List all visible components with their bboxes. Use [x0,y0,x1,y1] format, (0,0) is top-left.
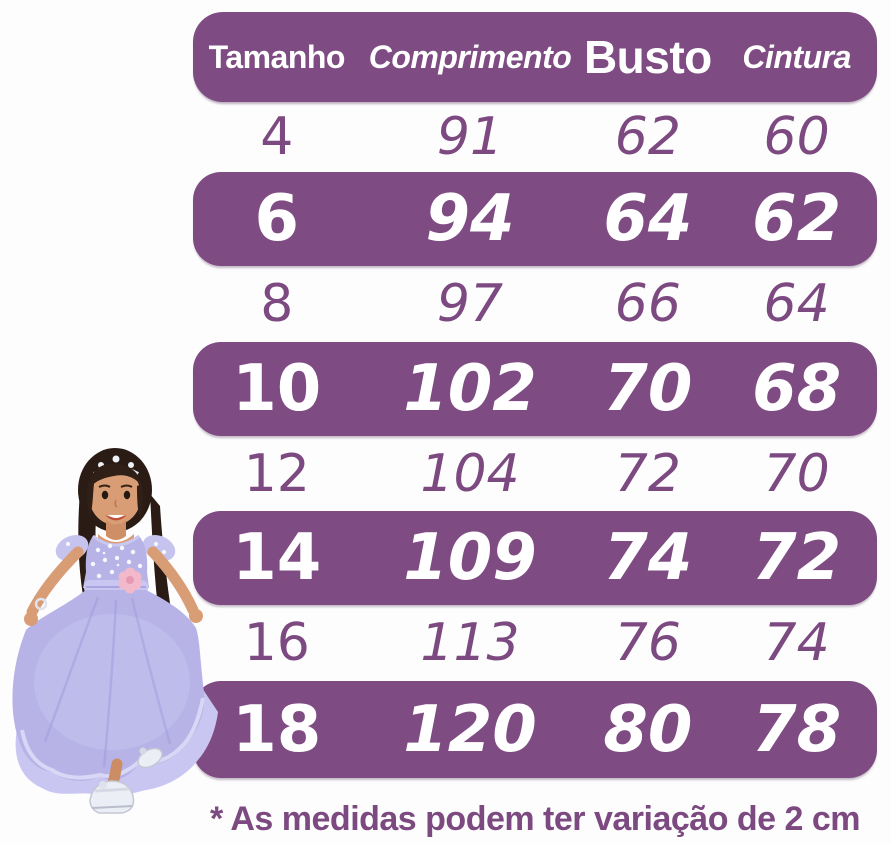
cell-comprimento: 120 [403,692,537,767]
cell-tamanho: 10 [232,352,322,426]
cell-busto: 62 [614,107,681,167]
column-header-comprimento: Comprimento [368,38,572,75]
table-row: 10 102 70 68 [193,342,877,436]
cell-busto: 66 [614,274,681,334]
table-row: 6 94 64 62 [193,172,877,266]
table-row: 4 91 62 60 [193,102,877,172]
cell-tamanho: 18 [232,692,322,767]
cell-busto: 74 [603,521,693,595]
cell-busto: 80 [603,692,693,767]
cell-busto: 70 [603,352,693,426]
size-table-header: Tamanho Comprimento Busto Cintura [193,12,877,102]
cell-comprimento: 91 [436,107,504,167]
girl-in-lilac-dress-image [12,448,218,814]
cell-comprimento: 109 [403,521,537,595]
cell-comprimento: 113 [420,613,520,673]
cell-busto: 64 [603,182,693,256]
waist-flower-detail [118,567,142,594]
table-row: 8 97 66 64 [193,266,877,342]
cell-comprimento: 104 [420,443,520,504]
cell-comprimento: 102 [403,352,537,426]
table-row: 14 109 74 72 [193,511,877,605]
column-header-tamanho: Tamanho [208,38,346,75]
cell-busto: 72 [614,443,681,504]
size-table-body: 4 91 62 60 6 94 64 62 8 97 66 64 10 102 … [193,102,877,778]
table-row: 12 104 72 70 [193,436,877,511]
table-row: 16 113 76 74 [193,605,877,681]
cell-cintura: 68 [752,352,842,426]
cell-comprimento: 94 [425,182,515,256]
cell-tamanho: 16 [243,613,310,673]
column-header-cintura: Cintura [742,38,851,75]
cell-tamanho: 8 [260,274,294,334]
cell-comprimento: 97 [436,274,504,334]
cell-tamanho: 12 [243,443,310,504]
cell-cintura: 62 [752,182,842,256]
column-header-busto: Busto [583,31,712,83]
cell-tamanho: 6 [254,182,300,256]
cell-tamanho: 4 [260,107,294,167]
cell-cintura: 72 [752,521,842,595]
cell-busto: 76 [614,613,681,673]
cell-cintura: 60 [763,107,830,167]
table-row: 18 120 80 78 [193,681,877,778]
cell-cintura: 64 [763,274,830,334]
cell-cintura: 74 [763,613,830,673]
cell-cintura: 70 [763,443,830,504]
cell-cintura: 78 [752,692,842,767]
measurement-note: * As medidas podem ter variação de 2 cm [209,800,861,838]
cell-tamanho: 14 [232,521,322,595]
